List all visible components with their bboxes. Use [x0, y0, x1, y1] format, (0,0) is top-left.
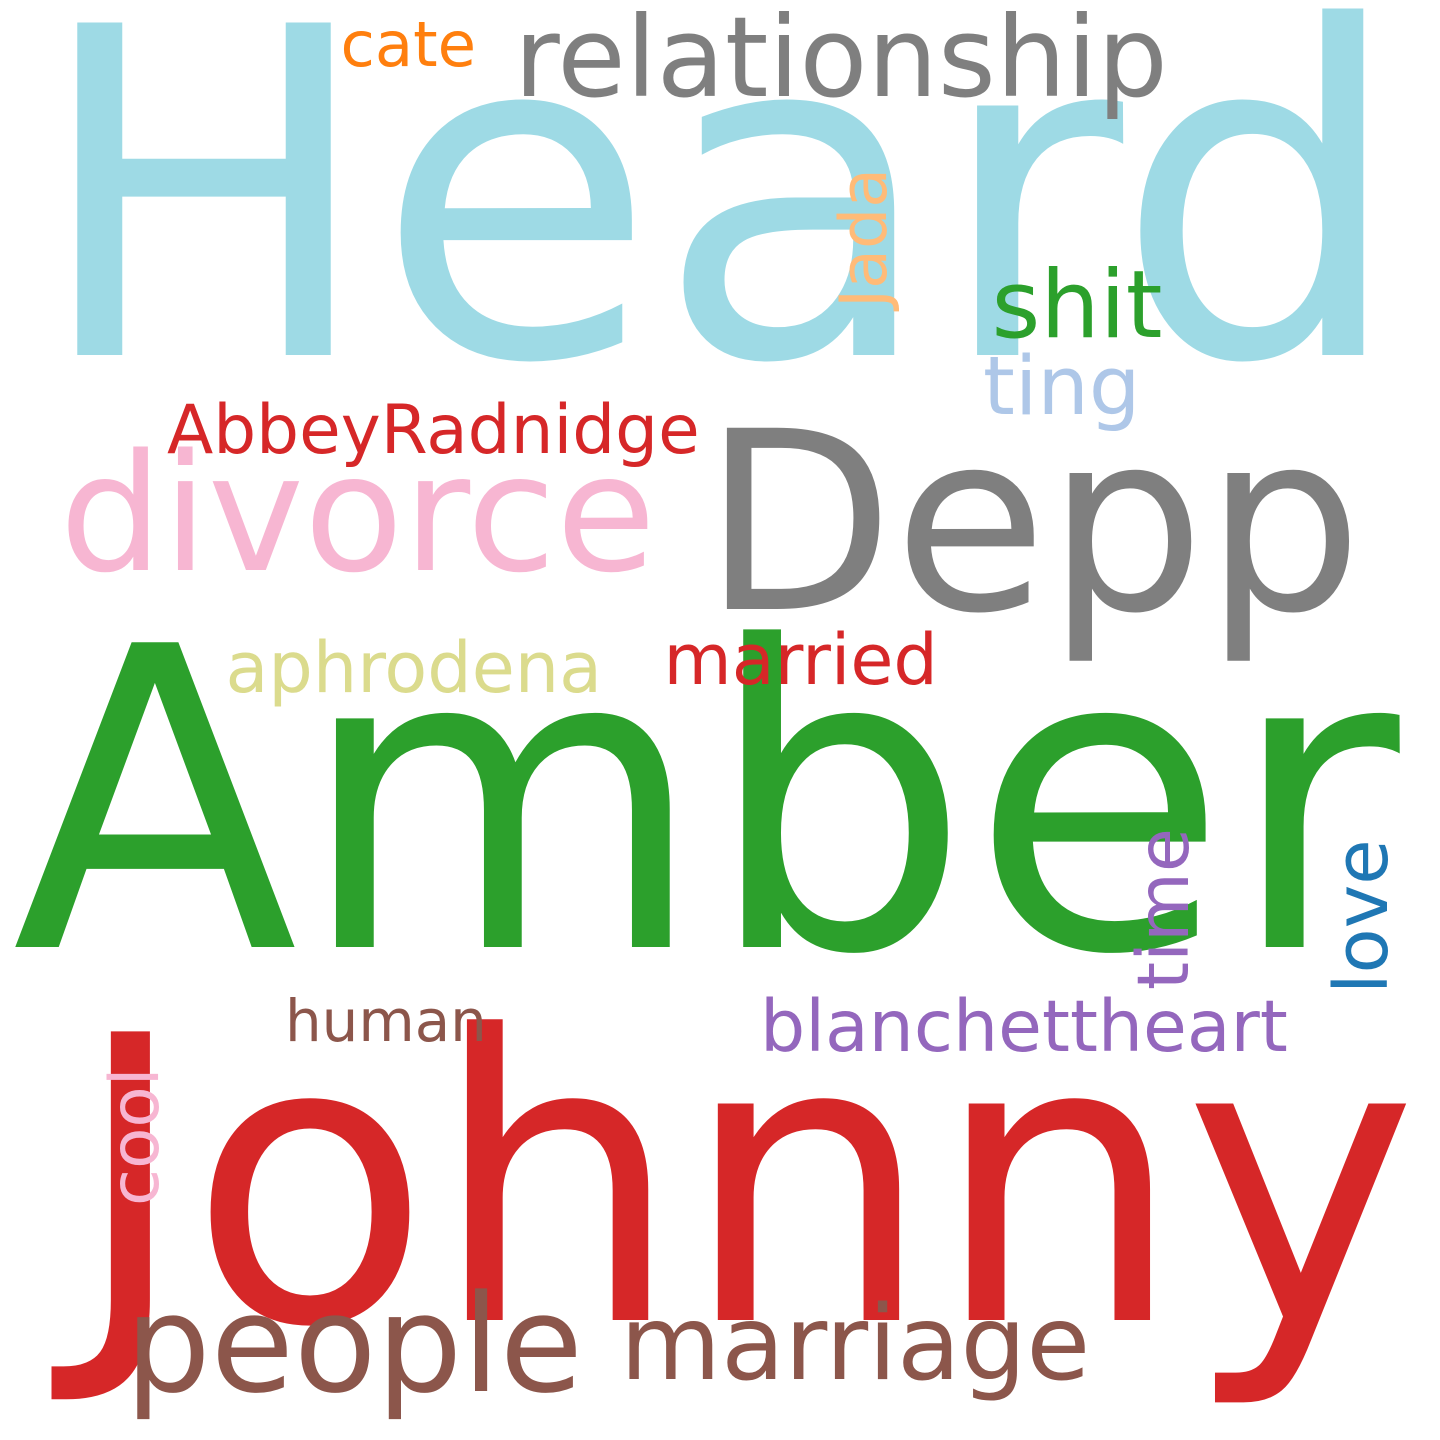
word-human: human [285, 986, 487, 1055]
word-people: people [125, 1265, 583, 1423]
word-johnny: Johnny [72, 954, 1418, 1414]
word-heard: Heard [32, 0, 1405, 463]
word-abbeyradnidge: AbbeyRadnidge [167, 390, 700, 469]
word-married: married [663, 619, 938, 701]
word-time: time [1120, 828, 1205, 990]
word-aphrodena: aphrodena [225, 627, 603, 709]
word-marriage: marriage [620, 1284, 1091, 1404]
word-cool: cool [95, 1067, 174, 1206]
word-shit: shit [991, 250, 1163, 360]
word-divorce: divorce [59, 419, 656, 609]
word-jada: Jada [826, 167, 902, 308]
word-ting: ting [983, 340, 1141, 434]
word-depp: Depp [702, 378, 1363, 668]
word-cate: cate [340, 7, 477, 81]
word-blanchettheart: blanchettheart [760, 985, 1288, 1068]
word-relationship: relationship [514, 0, 1168, 123]
word-love: love [1319, 838, 1405, 994]
word-amber: Amber [12, 558, 1400, 1046]
